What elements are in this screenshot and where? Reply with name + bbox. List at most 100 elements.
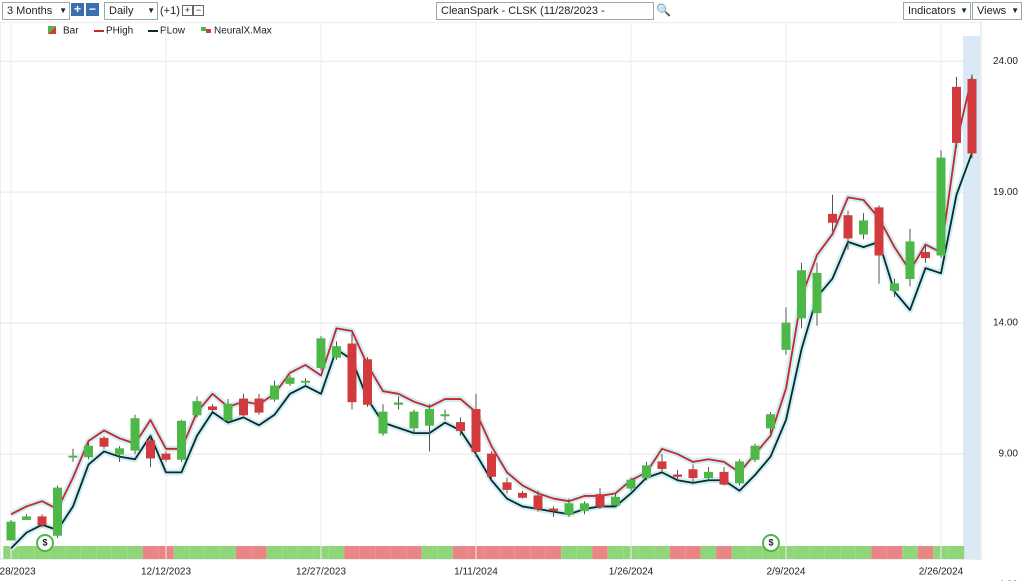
candle-body	[750, 445, 760, 460]
zoom-out[interactable]: −	[86, 3, 99, 16]
candle-body	[502, 482, 512, 490]
x-tick-label: 12/12/2023	[141, 567, 191, 578]
legend-label: Bar	[63, 26, 79, 37]
candle-body	[254, 398, 264, 413]
signal-segment	[855, 546, 872, 559]
candle-body	[735, 461, 744, 484]
legend-signal-icon	[206, 29, 211, 33]
candle-body	[704, 471, 713, 479]
candle-body	[471, 409, 481, 452]
candle-body	[440, 414, 450, 417]
candle-body	[967, 79, 977, 154]
signal-segment	[127, 546, 143, 559]
signal-segment	[700, 546, 717, 559]
candle-body	[936, 157, 946, 256]
signal-segment	[545, 546, 562, 559]
candle-body	[843, 215, 853, 239]
signal-segment	[49, 546, 66, 559]
candle-body	[84, 445, 93, 458]
signal-segment	[65, 546, 81, 559]
signal-segment	[235, 546, 252, 559]
signal-icon-glyph: $	[768, 537, 773, 547]
signal-segment	[173, 546, 190, 559]
line-phigh	[10, 76, 973, 516]
candle-body	[518, 492, 527, 498]
candle-body	[487, 453, 496, 477]
candle-body	[208, 406, 217, 411]
y-tick-label: 24.00	[993, 56, 1018, 67]
signal-segment	[282, 546, 298, 559]
candle-body	[394, 402, 403, 405]
signal-segment	[576, 546, 593, 559]
candle-body	[223, 403, 233, 421]
signal-segment	[793, 546, 810, 559]
offset-plus[interactable]: +	[182, 5, 193, 16]
indicators-menu[interactable]: Indicators ▼	[903, 2, 971, 20]
candle-body	[781, 322, 791, 350]
signal-segment	[747, 546, 763, 559]
zoom-in[interactable]: +	[71, 3, 84, 16]
signal-segment	[886, 546, 903, 559]
signal-segment	[499, 546, 515, 559]
candle-body	[332, 346, 341, 358]
signal-icons: $ $	[36, 534, 780, 552]
signal-segment	[871, 546, 887, 559]
candle-body	[378, 411, 388, 434]
candle-body	[859, 220, 868, 235]
signal-segment	[297, 546, 314, 559]
candle-body	[409, 411, 419, 429]
signal-segment	[375, 546, 391, 559]
candle-body	[549, 508, 558, 511]
signal-segment	[809, 546, 825, 559]
signal-segment	[111, 546, 128, 559]
x-tick-label: 1/11/2024	[454, 567, 498, 578]
candle-body	[952, 86, 961, 143]
signal-segment	[266, 546, 283, 559]
signal-segment	[204, 546, 221, 559]
candle-body	[812, 272, 822, 314]
candle-body	[239, 398, 248, 416]
period-select[interactable]: 3 Months ▼	[2, 2, 70, 20]
legend-label: NeuralX.Max	[214, 26, 272, 37]
views-menu[interactable]: Views ▼	[972, 2, 1022, 20]
signal-segment	[607, 546, 624, 559]
candle-body	[99, 437, 109, 447]
signal-segment	[220, 546, 236, 559]
signal-segment	[824, 546, 841, 559]
candle-body	[146, 440, 155, 459]
candle-body	[533, 495, 543, 510]
candle-body	[285, 377, 295, 384]
candle-body	[595, 494, 605, 507]
candle-body	[177, 420, 186, 460]
candle-body	[642, 465, 651, 479]
signal-segment	[669, 546, 686, 559]
candle-body	[456, 422, 465, 431]
search-box[interactable]: CleanSpark - CLSK (11/28/2023 - 2/28/202…	[436, 2, 654, 33]
search-icon[interactable]: 🔍	[656, 3, 671, 17]
signal-segment	[917, 546, 934, 559]
candle-body	[37, 516, 47, 526]
candle-body	[797, 270, 806, 319]
views-label: Views	[977, 5, 1007, 17]
x-tick-label: 2/26/2024	[919, 567, 964, 578]
candle-body	[673, 474, 682, 477]
candle-body	[564, 503, 574, 515]
signal-segment	[189, 546, 205, 559]
interval-label: Daily	[109, 5, 134, 17]
legend-signal-icon	[201, 27, 206, 31]
interval-select[interactable]: Daily ▼	[104, 2, 158, 20]
candle-body	[192, 401, 202, 416]
offset-minus[interactable]: −	[193, 5, 204, 16]
candle-body	[347, 343, 357, 403]
signal-segment	[359, 546, 376, 559]
signal-icon-glyph: $	[42, 537, 47, 547]
candle-body	[425, 409, 434, 426]
signal-segment	[530, 546, 546, 559]
signal-icon	[36, 534, 54, 552]
period-label: 3 Months	[7, 5, 53, 17]
signal-segment	[452, 546, 469, 559]
x-tick-label: 2/9/2024	[767, 567, 806, 578]
signal-segment	[344, 546, 360, 559]
signal-segment	[561, 546, 577, 559]
indicators-label: Indicators	[908, 5, 956, 17]
